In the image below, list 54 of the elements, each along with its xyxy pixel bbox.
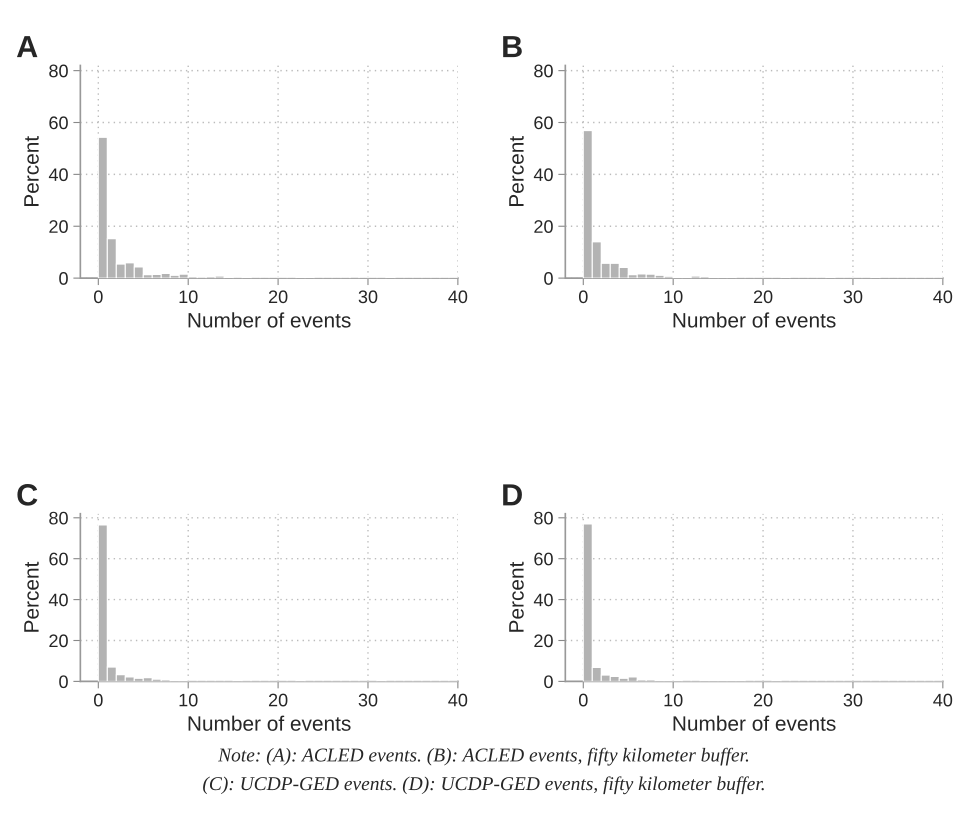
x-tick-label: 10 — [180, 290, 198, 304]
y-axis-title: Percent — [24, 136, 39, 206]
x-tick-label: 30 — [844, 290, 862, 304]
chart-title: B — [503, 36, 522, 58]
y-tick-label: 20 — [49, 220, 68, 233]
x-tick-label: 0 — [578, 290, 588, 304]
y-tick-label: 60 — [534, 552, 553, 566]
y-tick-label: 0 — [59, 272, 68, 285]
text: Note: (A): ACLED events. (B): ACLED events, fifty kilometer buffer. — [218, 748, 748, 766]
x-tick-label: 20 — [268, 290, 288, 304]
y-tick-label: 80 — [49, 512, 68, 525]
x-axis-title: Number of events — [674, 312, 836, 328]
x-axis-title: Number of events — [674, 716, 836, 731]
y-tick-label: 40 — [48, 168, 68, 182]
x-tick-label: 20 — [754, 694, 772, 706]
y-axis-title: Percent — [509, 562, 524, 632]
x-tick-label: 0 — [94, 290, 103, 304]
chart-title: A — [16, 36, 38, 58]
y-axis-title: Percent — [24, 562, 39, 632]
y-tick-label: 60 — [534, 116, 553, 130]
y-tick-label: 20 — [534, 634, 553, 648]
y-tick-label: 60 — [49, 552, 68, 566]
y-tick-label: 80 — [49, 64, 68, 78]
x-tick-label: 30 — [844, 694, 862, 706]
y-tick-label: 80 — [534, 64, 553, 78]
x-tick-label: 40 — [933, 694, 952, 706]
text: (C): UCDP-GED events. (D): UCDP-GED events, fifty kilometer buffer. — [203, 776, 764, 794]
y-tick-label: 60 — [49, 116, 68, 130]
y-tick-label: 20 — [49, 634, 68, 648]
x-tick-label: 20 — [754, 290, 772, 304]
x-tick-label: 10 — [664, 694, 683, 706]
x-tick-label: 10 — [664, 290, 683, 304]
x-axis-title: Number of events — [188, 312, 351, 328]
y-axis-title: Percent — [509, 136, 524, 206]
y-tick-label: 0 — [544, 675, 553, 688]
y-tick-label: 0 — [59, 675, 68, 688]
y-tick-label: 40 — [48, 594, 68, 606]
chart-title: C — [17, 484, 38, 506]
y-tick-label: 40 — [534, 594, 553, 606]
x-tick-label: 40 — [933, 290, 952, 304]
x-tick-label: 30 — [358, 694, 378, 706]
x-tick-label: 30 — [358, 290, 378, 304]
y-tick-label: 40 — [534, 168, 553, 182]
y-tick-label: 0 — [544, 272, 553, 285]
x-tick-label: 40 — [448, 290, 468, 304]
y-tick-label: 20 — [534, 220, 553, 233]
chart-title: D — [503, 484, 522, 506]
x-tick-label: 40 — [448, 694, 468, 706]
x-axis-title: Number of events — [188, 716, 351, 731]
x-tick-label: 0 — [94, 694, 103, 706]
y-tick-label: 80 — [534, 512, 553, 525]
x-tick-label: 20 — [268, 694, 288, 706]
x-tick-label: 10 — [180, 694, 198, 706]
x-tick-label: 0 — [578, 694, 588, 706]
